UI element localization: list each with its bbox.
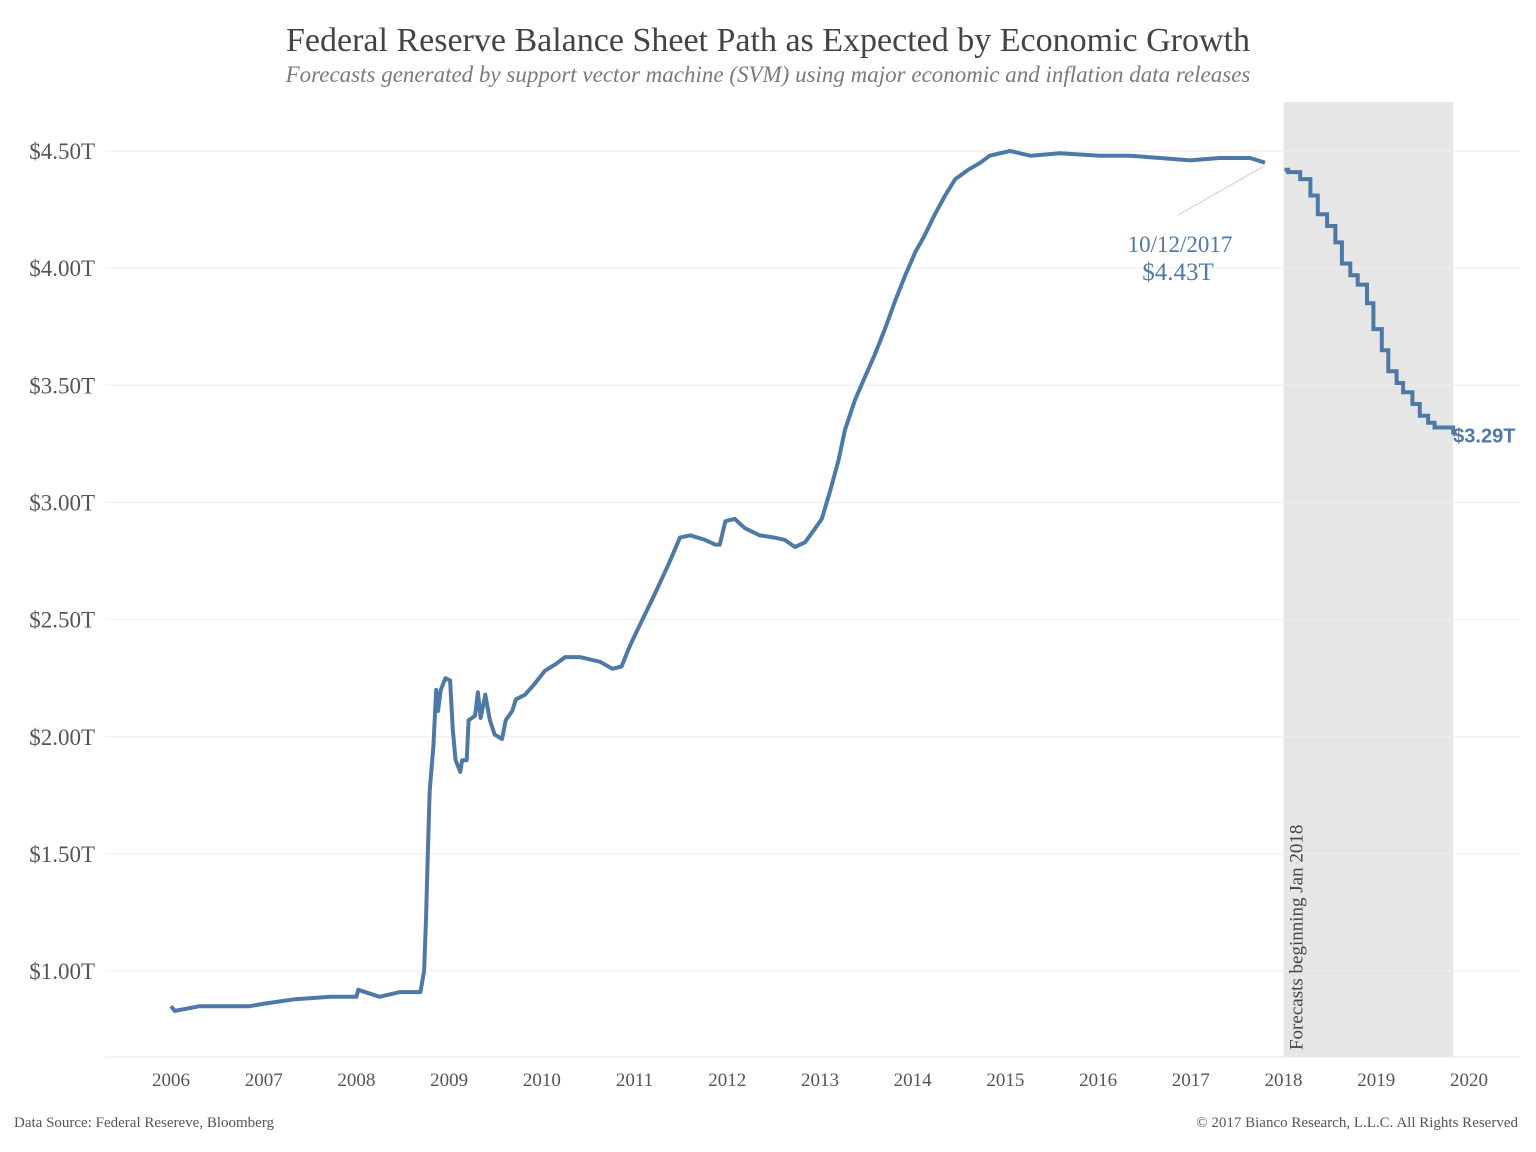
x-tick-label: 2020 [1450, 1070, 1488, 1091]
x-tick-label: 2018 [1265, 1070, 1303, 1091]
annotation-leader-line [1177, 166, 1264, 216]
y-tick-label: $1.00T [29, 959, 95, 984]
x-tick-label: 2007 [245, 1070, 283, 1091]
y-tick-label: $3.50T [29, 373, 95, 398]
forecast-region-label: Forecasts beginning Jan 2018 [1287, 825, 1308, 1050]
forecast-series-line [1284, 167, 1456, 437]
x-tick-label: 2015 [986, 1070, 1024, 1091]
chart-title: Federal Reserve Balance Sheet Path as Ex… [286, 22, 1250, 59]
actual-series-line [169, 149, 1266, 1013]
x-tick-label: 2010 [523, 1070, 561, 1091]
y-tick-label: $2.50T [29, 608, 95, 633]
y-tick-label: $4.00T [29, 256, 95, 281]
x-tick-label: 2006 [152, 1070, 190, 1091]
x-tick-label: 2008 [337, 1070, 375, 1091]
copyright: © 2017 Bianco Research, L.L.C. All Right… [1196, 1115, 1518, 1131]
data-source: Data Source: Federal Resereve, Bloomberg [14, 1115, 275, 1131]
x-tick-label: 2014 [894, 1070, 933, 1091]
y-tick-label: $1.50T [29, 842, 95, 867]
y-tick-label: $4.50T [29, 139, 95, 164]
x-tick-label: 2013 [801, 1070, 839, 1091]
end-value-label: $3.29T [1453, 426, 1515, 448]
x-tick-label: 2009 [430, 1070, 468, 1091]
annotation-date: 10/12/2017 [1128, 232, 1233, 257]
x-tick-label: 2016 [1079, 1070, 1117, 1091]
x-tick-label: 2019 [1357, 1070, 1395, 1091]
y-tick-label: $3.00T [29, 490, 95, 515]
x-tick-label: 2011 [616, 1070, 653, 1091]
y-tick-label: $2.00T [29, 725, 95, 750]
x-tick-label: 2017 [1172, 1070, 1210, 1091]
chart-subtitle: Forecasts generated by support vector ma… [285, 62, 1251, 87]
annotation-value: $4.43T [1142, 259, 1214, 286]
forecast-region [1283, 102, 1454, 1057]
x-tick-label: 2012 [708, 1070, 746, 1091]
